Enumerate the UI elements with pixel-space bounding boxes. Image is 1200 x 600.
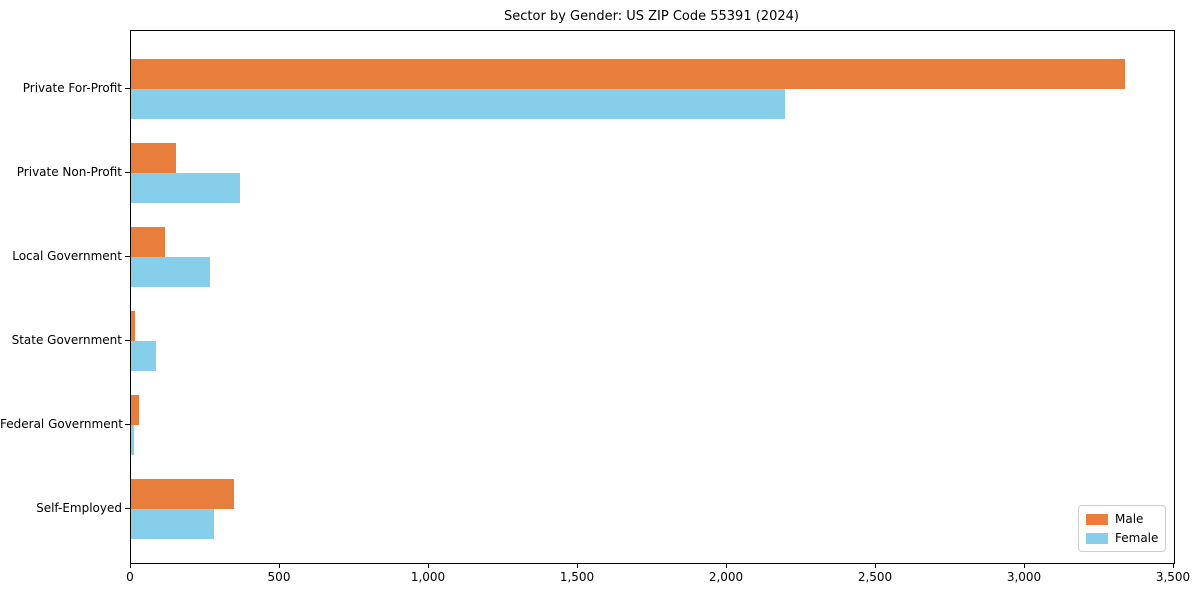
x-tick-mark-4 bbox=[726, 563, 727, 568]
legend-item-female: Female bbox=[1086, 531, 1159, 545]
legend-swatch-female bbox=[1086, 533, 1108, 544]
bar-male-4 bbox=[131, 395, 139, 425]
y-tick-mark-2 bbox=[125, 256, 130, 257]
x-tick-label-0: 0 bbox=[126, 570, 134, 584]
x-tick-mark-1 bbox=[279, 563, 280, 568]
plot-area bbox=[130, 30, 1175, 564]
bar-male-1 bbox=[131, 143, 176, 173]
bar-male-5 bbox=[131, 479, 234, 509]
x-tick-label-6: 3,000 bbox=[1006, 570, 1042, 584]
y-tick-label-3: State Government bbox=[11, 333, 122, 347]
x-tick-mark-7 bbox=[1173, 563, 1174, 568]
legend-item-male: Male bbox=[1086, 513, 1157, 526]
bar-female-2 bbox=[131, 257, 210, 287]
x-tick-label-2: 1,000 bbox=[410, 570, 446, 584]
bar-male-3 bbox=[131, 311, 135, 341]
legend-label-male: Male bbox=[1115, 512, 1144, 526]
x-tick-mark-2 bbox=[428, 563, 429, 568]
x-tick-mark-3 bbox=[577, 563, 578, 568]
legend-label-female: Female bbox=[1115, 531, 1159, 545]
x-tick-mark-6 bbox=[1024, 563, 1025, 568]
bar-female-3 bbox=[131, 341, 157, 371]
x-tick-mark-5 bbox=[875, 563, 876, 568]
bar-female-0 bbox=[131, 89, 786, 119]
legend-swatch-male bbox=[1086, 514, 1108, 525]
y-tick-label-2: Local Government bbox=[12, 249, 122, 263]
bar-male-0 bbox=[131, 59, 1125, 89]
legend: Male Female bbox=[1078, 505, 1166, 552]
y-tick-label-5: Self-Employed bbox=[36, 501, 122, 515]
x-tick-label-1: 500 bbox=[267, 570, 291, 584]
y-tick-mark-0 bbox=[125, 88, 130, 89]
y-tick-mark-5 bbox=[125, 508, 130, 509]
x-tick-label-4: 2,000 bbox=[708, 570, 744, 584]
y-tick-label-1: Private Non-Profit bbox=[16, 165, 122, 179]
x-tick-mark-0 bbox=[130, 563, 131, 568]
bar-female-4 bbox=[131, 425, 134, 455]
y-tick-mark-1 bbox=[125, 172, 130, 173]
x-tick-label-5: 2,500 bbox=[857, 570, 893, 584]
x-tick-label-3: 1,500 bbox=[559, 570, 595, 584]
x-tick-label-7: 3,500 bbox=[1155, 570, 1191, 584]
bar-female-5 bbox=[131, 509, 215, 539]
chart-title: Sector by Gender: US ZIP Code 55391 (202… bbox=[504, 9, 799, 24]
y-tick-label-0: Private For-Profit bbox=[22, 81, 122, 95]
bar-male-2 bbox=[131, 227, 166, 257]
y-tick-mark-4 bbox=[125, 424, 130, 425]
y-tick-mark-3 bbox=[125, 340, 130, 341]
bar-female-1 bbox=[131, 173, 240, 203]
y-tick-label-4: Federal Government bbox=[0, 417, 123, 431]
